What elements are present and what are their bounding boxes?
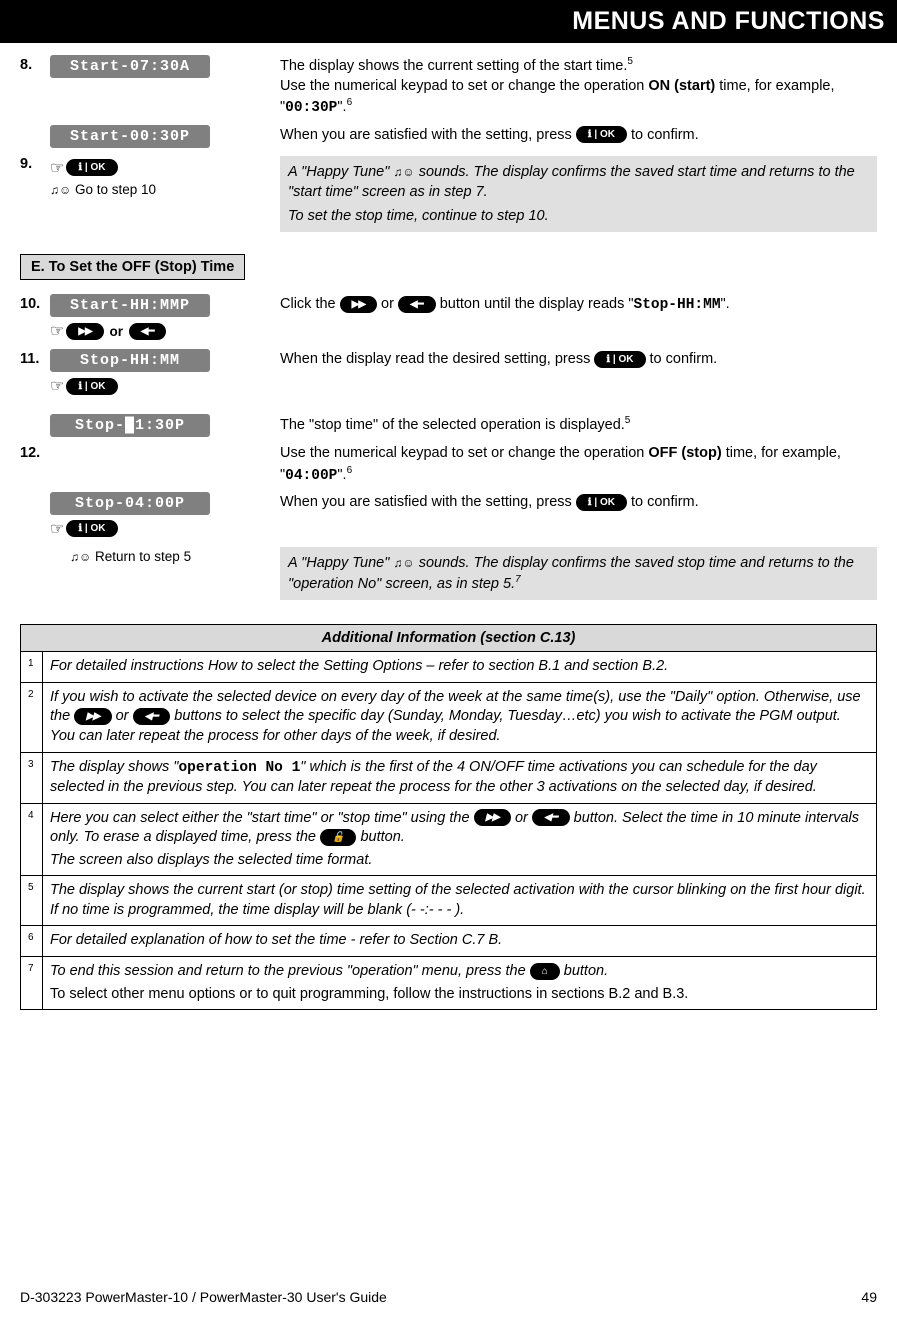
- forward-button-icon: [474, 809, 511, 826]
- sub-action-text: Go to step 10: [71, 182, 156, 197]
- body-text: ".: [337, 467, 346, 483]
- body-text: ".: [337, 99, 346, 115]
- body-text: Click the: [280, 296, 340, 312]
- footnote-ref: 5: [627, 56, 633, 67]
- ok-button-icon: [66, 520, 117, 537]
- lcd-display: Start-07:30A: [50, 55, 210, 78]
- footnote-ref: 6: [347, 97, 353, 108]
- hand-icon: [50, 158, 64, 178]
- body-text: or: [377, 296, 398, 312]
- body-text: When you are satisfied with the setting,…: [280, 494, 576, 510]
- footnote-text: If you wish to activate the selected dev…: [43, 682, 877, 752]
- step-number: 8.: [20, 55, 50, 73]
- tune-icon: [393, 164, 414, 180]
- step-number: 12.: [20, 443, 50, 461]
- footnote-num: 5: [21, 876, 43, 926]
- ok-button-icon: [576, 126, 627, 143]
- ok-button-icon: [576, 494, 627, 511]
- ok-button-icon: [66, 378, 117, 395]
- hand-icon: [50, 519, 64, 539]
- body-text: The display shows the current setting of…: [280, 58, 627, 74]
- ok-button-icon: [594, 351, 645, 368]
- footnote-text: The display shows the current start (or …: [43, 876, 877, 926]
- back-button-icon: [133, 708, 171, 725]
- step-number: 11.: [20, 349, 50, 367]
- body-text: Use the numerical keypad to set or chang…: [280, 445, 648, 461]
- body-text: When the display read the desired settin…: [280, 351, 594, 367]
- forward-button-icon: [340, 296, 377, 313]
- lcd-display: Start-HH:MMP: [50, 294, 210, 317]
- note-box: A "Happy Tune" sounds. The display confi…: [280, 547, 877, 600]
- body-text: ".: [721, 296, 730, 312]
- footnote-num: 6: [21, 926, 43, 957]
- ok-button-icon: [66, 159, 117, 176]
- step-number: 10.: [20, 294, 50, 312]
- mono-text: Stop-HH:MM: [634, 297, 721, 313]
- tune-icon: [50, 182, 71, 197]
- body-text: to confirm.: [646, 351, 718, 367]
- footnote-ref: 5: [625, 415, 631, 426]
- footnote-text: For detailed explanation of how to set t…: [43, 926, 877, 957]
- page-header: MENUS AND FUNCTIONS: [0, 0, 897, 43]
- or-text: or: [110, 324, 124, 339]
- footer-page-number: 49: [861, 1289, 877, 1305]
- forward-button-icon: [74, 708, 111, 725]
- unlock-button-icon: [320, 829, 356, 846]
- tune-icon: [393, 555, 414, 571]
- lcd-display: Stop-HH:MM: [50, 349, 210, 372]
- footnote-num: 4: [21, 803, 43, 876]
- bold-text: OFF (stop): [648, 445, 721, 461]
- body-text: to confirm.: [627, 494, 699, 510]
- mono-text: 00:30P: [285, 100, 337, 116]
- footnote-text: To end this session and return to the pr…: [43, 957, 877, 1010]
- footnote-num: 7: [21, 957, 43, 1010]
- footnote-text: For detailed instructions How to select …: [43, 652, 877, 683]
- info-table-title: Additional Information (section C.13): [21, 625, 877, 652]
- step-number: 9.: [20, 154, 50, 172]
- hand-icon: [50, 376, 64, 396]
- back-button-icon: [398, 296, 436, 313]
- footnote-text: The display shows "operation No 1" which…: [43, 752, 877, 803]
- footnote-ref: 7: [515, 574, 521, 585]
- body-text: Use the numerical keypad to set or chang…: [280, 78, 648, 94]
- body-text: button until the display reads ": [436, 296, 634, 312]
- footnote-ref: 6: [347, 465, 353, 476]
- lcd-display: Stop-04:00P: [50, 492, 210, 515]
- back-button-icon: [532, 809, 570, 826]
- body-text: The "stop time" of the selected operatio…: [280, 417, 625, 433]
- body-text: When you are satisfied with the setting,…: [280, 127, 576, 143]
- lcd-display: Stop-█1:30P: [50, 414, 210, 437]
- bold-text: ON (start): [648, 78, 715, 94]
- body-text: to confirm.: [627, 127, 699, 143]
- footnote-num: 2: [21, 682, 43, 752]
- footnote-text: Here you can select either the "start ti…: [43, 803, 877, 876]
- back-button-icon: [129, 323, 167, 340]
- forward-button-icon: [66, 323, 103, 340]
- tune-icon: [70, 549, 91, 564]
- hand-icon: [50, 321, 64, 341]
- mono-text: 04:00P: [285, 468, 337, 484]
- page-footer: D-303223 PowerMaster-10 / PowerMaster-30…: [20, 1289, 877, 1305]
- home-button-icon: [530, 963, 560, 980]
- note-box: A "Happy Tune" sounds. The display confi…: [280, 156, 877, 233]
- footer-doc-title: D-303223 PowerMaster-10 / PowerMaster-30…: [20, 1289, 387, 1305]
- section-header: E. To Set the OFF (Stop) Time: [20, 254, 245, 280]
- additional-info-table: Additional Information (section C.13) 1F…: [20, 624, 877, 1010]
- sub-action-text: Return to step 5: [91, 549, 191, 564]
- lcd-display: Start-00:30P: [50, 125, 210, 148]
- footnote-num: 3: [21, 752, 43, 803]
- footnote-num: 1: [21, 652, 43, 683]
